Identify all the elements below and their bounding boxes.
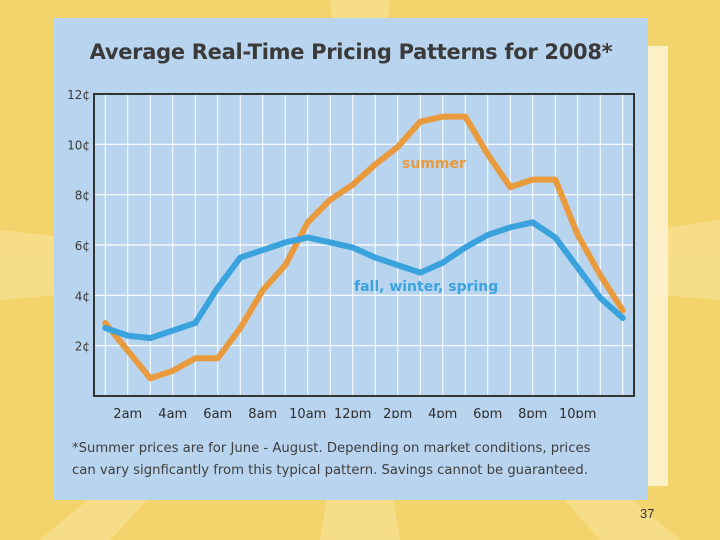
data-point: [464, 247, 466, 249]
data-point: [104, 322, 106, 324]
data-point: [532, 179, 534, 181]
data-point: [127, 335, 129, 337]
x-tick-label: 8pm: [518, 407, 547, 418]
data-point: [532, 221, 534, 223]
data-point: [262, 249, 264, 251]
data-point: [329, 241, 331, 243]
footnote-line-2: can vary signficantly from this typical …: [72, 463, 588, 478]
data-point: [419, 272, 421, 274]
data-point: [194, 322, 196, 324]
data-point: [509, 186, 511, 188]
x-tick-label: 2am: [113, 407, 142, 418]
data-point: [442, 262, 444, 264]
label-layer: 2¢ 4¢ 6¢ 8¢ 10¢ 12¢ 2am 4am 6am 8am 10am 12pm 2pm 4pm…: [67, 88, 596, 418]
x-tick-label: 12pm: [334, 407, 371, 418]
data-point: [397, 264, 399, 266]
series-layer: [102, 113, 626, 382]
x-tick-label: 8am: [248, 407, 277, 418]
data-point: [487, 234, 489, 236]
data-point: [329, 199, 331, 201]
series-line-summer: [102, 113, 626, 382]
data-point: [172, 330, 174, 332]
data-point: [419, 121, 421, 123]
data-point: [217, 357, 219, 359]
data-point: [487, 153, 489, 155]
data-point: [217, 287, 219, 289]
footnote-line-1: *Summer prices are for June - August. De…: [72, 441, 591, 456]
data-point: [239, 257, 241, 259]
data-point: [374, 163, 376, 165]
y-tick-label: 6¢: [75, 239, 90, 253]
x-tick-label: 2pm: [383, 407, 412, 418]
plot-frame: [93, 93, 635, 397]
data-point: [622, 309, 624, 311]
data-point: [239, 327, 241, 329]
y-tick-label: 4¢: [75, 289, 90, 303]
y-tick-label: 10¢: [67, 138, 90, 152]
data-point: [352, 184, 354, 186]
y-tick-label: 2¢: [75, 340, 90, 354]
x-tick-label: 10am: [289, 407, 326, 418]
data-point: [599, 297, 601, 299]
x-tick-label: 6am: [203, 407, 232, 418]
data-point: [194, 357, 196, 359]
y-tick-label: 8¢: [75, 189, 90, 203]
footnote: *Summer prices are for June - August. De…: [72, 438, 638, 482]
series-label: fall, winter, spring: [354, 279, 498, 295]
data-point: [622, 317, 624, 319]
data-point: [307, 236, 309, 238]
data-point: [397, 146, 399, 148]
data-point: [284, 264, 286, 266]
chart-title: Average Real-Time Pricing Patterns for 2…: [89, 40, 613, 64]
pricing-line-chart: 2¢ 4¢ 6¢ 8¢ 10¢ 12¢ 2am 4am 6am 8am 10am 12pm 2pm 4pm…: [67, 88, 635, 418]
chart-card: Average Real-Time Pricing Patterns for 2…: [54, 18, 648, 500]
data-point: [374, 257, 376, 259]
data-point: [577, 267, 579, 269]
x-tick-label: 10pm: [559, 407, 596, 418]
data-point: [149, 337, 151, 339]
data-point: [554, 179, 556, 181]
series-label: summer: [402, 156, 466, 172]
x-tick-label: 4am: [158, 407, 187, 418]
page-number: 37: [640, 506, 655, 521]
series-line-fall-winter-spring: [102, 219, 626, 342]
data-point: [352, 247, 354, 249]
data-point: [464, 116, 466, 118]
data-point: [307, 221, 309, 223]
data-point: [172, 370, 174, 372]
data-point: [577, 234, 579, 236]
x-tick-label: 4pm: [428, 407, 457, 418]
data-point: [104, 327, 106, 329]
x-tick-label: 6pm: [473, 407, 502, 418]
data-point: [284, 241, 286, 243]
data-point: [127, 350, 129, 352]
data-point: [554, 236, 556, 238]
data-point: [149, 377, 151, 379]
y-tick-label: 12¢: [67, 88, 90, 102]
grid-layer: [94, 93, 634, 396]
data-point: [509, 226, 511, 228]
data-point: [262, 289, 264, 291]
data-point: [442, 116, 444, 118]
data-point: [599, 274, 601, 276]
